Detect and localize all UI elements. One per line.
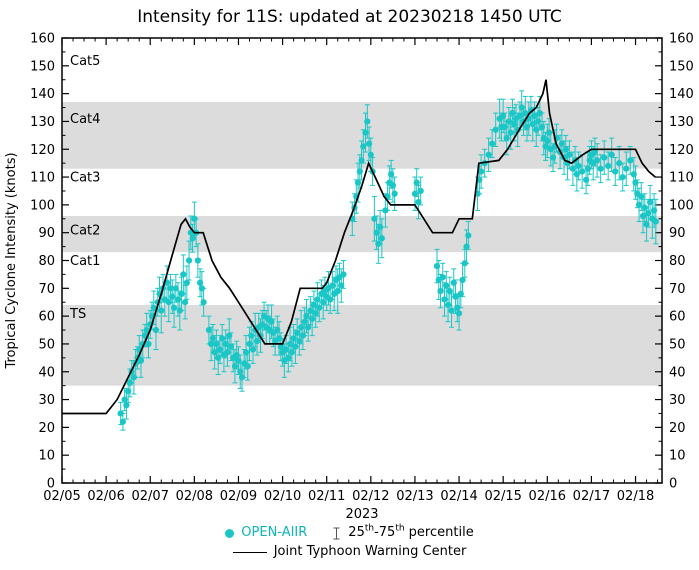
jtwc-line (62, 79, 656, 415)
svg-text:90: 90 (669, 226, 686, 241)
svg-text:02/08: 02/08 (176, 489, 213, 504)
svg-text:10: 10 (38, 449, 55, 464)
svg-text:02/13: 02/13 (396, 489, 433, 504)
svg-text:130: 130 (669, 115, 694, 130)
jtwc-line-icon (232, 551, 267, 553)
svg-text:100: 100 (30, 198, 55, 213)
svg-text:20: 20 (38, 421, 55, 436)
svg-text:02/18: 02/18 (617, 489, 654, 504)
svg-text:Cat2: Cat2 (70, 223, 100, 238)
svg-text:150: 150 (669, 59, 694, 74)
svg-text:02/11: 02/11 (308, 489, 345, 504)
legend-jtwc-label: Joint Typhoon Warning Center (273, 544, 467, 559)
svg-text:150: 150 (30, 59, 55, 74)
svg-text:Cat3: Cat3 (70, 171, 100, 186)
svg-text:140: 140 (669, 87, 694, 102)
svg-text:02/09: 02/09 (220, 489, 257, 504)
svg-text:Cat5: Cat5 (70, 54, 100, 69)
svg-text:30: 30 (38, 393, 55, 408)
svg-text:130: 130 (30, 115, 55, 130)
svg-text:100: 100 (669, 198, 694, 213)
svg-text:60: 60 (38, 310, 55, 325)
plot-border (61, 37, 663, 484)
svg-text:0: 0 (669, 477, 677, 492)
chart-title: Intensity for 11S: updated at 20230218 1… (137, 7, 562, 27)
svg-text:02/16: 02/16 (529, 489, 566, 504)
svg-text:02/05: 02/05 (43, 489, 80, 504)
axes: 0 0 10 10 20 20 30 30 40 40 50 50 60 60 70 70 80 80 90 90 10… (4, 32, 694, 522)
svg-text:80: 80 (38, 254, 55, 269)
legend-row-1: OPEN-AIIR 25th-75th percentile (225, 523, 474, 541)
svg-text:160: 160 (30, 32, 55, 47)
svg-text:120: 120 (30, 143, 55, 158)
svg-text:110: 110 (669, 171, 694, 186)
svg-text:40: 40 (669, 365, 686, 380)
svg-text:02/06: 02/06 (87, 489, 124, 504)
svg-text:02/07: 02/07 (132, 489, 169, 504)
svg-text:02/14: 02/14 (440, 489, 477, 504)
svg-text:02/12: 02/12 (352, 489, 389, 504)
svg-text:60: 60 (669, 310, 686, 325)
svg-text:40: 40 (38, 365, 55, 380)
svg-text:10: 10 (669, 449, 686, 464)
svg-text:80: 80 (669, 254, 686, 269)
svg-text:2023: 2023 (345, 507, 378, 522)
svg-text:02/15: 02/15 (484, 489, 521, 504)
svg-text:Tropical Cyclone Intensity (kn: Tropical Cyclone Intensity (knots) (4, 152, 19, 369)
svg-text:20: 20 (669, 421, 686, 436)
svg-text:30: 30 (669, 393, 686, 408)
svg-text:02/10: 02/10 (264, 489, 301, 504)
svg-text:140: 140 (30, 87, 55, 102)
open-aiir-dot-icon (225, 528, 235, 538)
svg-text:TS: TS (69, 307, 86, 322)
legend-row-2: Joint Typhoon Warning Center (232, 544, 467, 560)
svg-text:02/17: 02/17 (573, 489, 610, 504)
intensity-plot: Cat5 Cat4 Cat3 Cat2 Cat1 TS 0 0 10 10 20 20 30 30 40 40… (4, 32, 694, 522)
svg-text:Cat4: Cat4 (70, 112, 100, 127)
category-labels: Cat5 Cat4 Cat3 Cat2 Cat1 TS (69, 54, 100, 322)
legend-open-aiir-label: OPEN-AIIR (241, 525, 308, 540)
svg-text:50: 50 (669, 337, 686, 352)
open-aiir-dots (117, 104, 659, 425)
svg-text:110: 110 (30, 171, 55, 186)
svg-text:0: 0 (47, 477, 55, 492)
svg-text:120: 120 (669, 143, 694, 158)
svg-text:50: 50 (38, 337, 55, 352)
svg-text:Cat1: Cat1 (70, 254, 100, 269)
legend-percentile-label: 25th-75th percentile (348, 523, 474, 540)
svg-text:160: 160 (669, 32, 694, 47)
svg-text:90: 90 (38, 226, 55, 241)
legend: OPEN-AIIR 25th-75th percentile Joint Typ… (0, 523, 699, 560)
percentile-errorbar-icon (333, 527, 340, 539)
svg-text:70: 70 (669, 282, 686, 297)
svg-text:70: 70 (38, 282, 55, 297)
